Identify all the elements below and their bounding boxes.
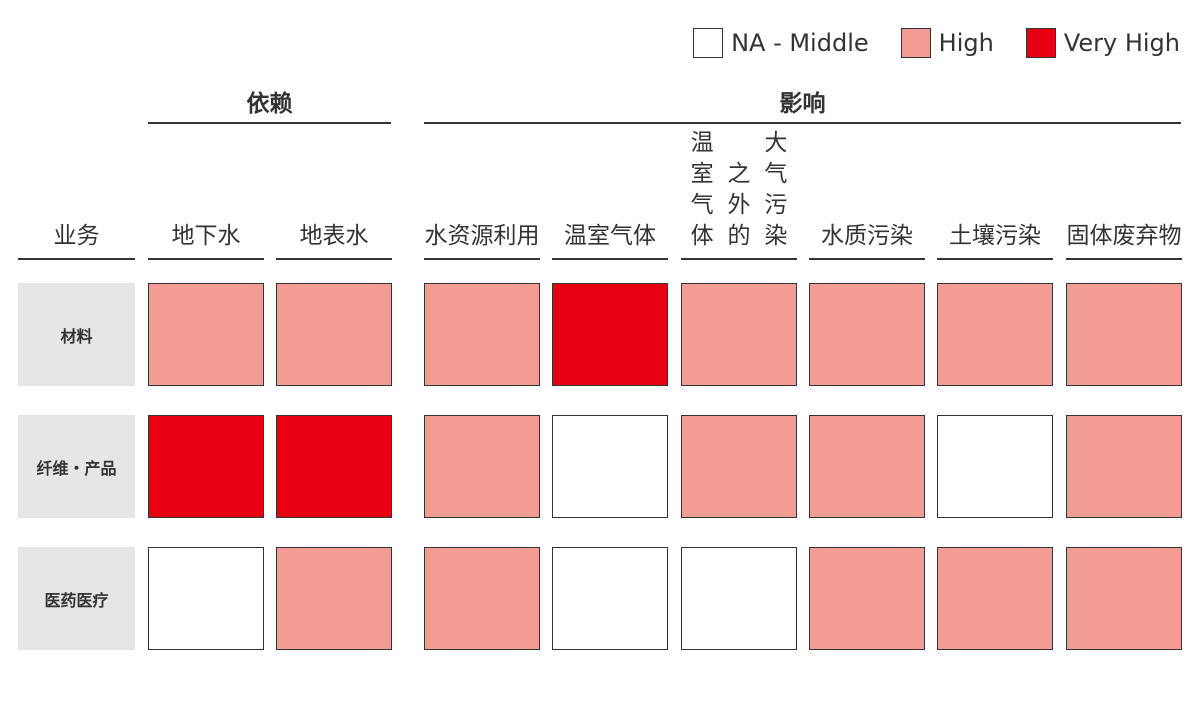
row-label-1: 材料 [18,283,135,386]
heatmap-cell-r2-c3 [424,415,540,518]
legend-item-very-high: Very High [1025,28,1180,58]
heatmap-cell-r3-c7 [937,547,1053,650]
column-header-1: 地下水 [171,223,241,249]
legend-swatch-very-high [1025,28,1056,58]
column-header-8: 固体 废弃物 [1066,223,1182,249]
heatmap-cell-r3-c1 [148,547,264,650]
heatmap-cell-r1-c1 [148,283,264,386]
heatmap-cell-r1-c3 [424,283,540,386]
heatmap-cell-r3-c4 [552,547,668,650]
column-header-3: 水资源 利用 [424,223,540,249]
heatmap-cell-r1-c5 [681,283,797,386]
column-rule-1 [148,258,264,260]
group-rule-impact [424,122,1181,124]
heatmap-cell-r2-c5 [681,415,797,518]
legend-item-high: High [900,28,994,58]
heatmap-cell-r1-c4 [552,283,668,386]
legend-swatch-na-middle [693,28,724,58]
column-header-2: 地表水 [299,223,369,249]
heatmap-cell-r2-c8 [1066,415,1182,518]
row-header-business: 业务 [53,223,100,249]
heatmap-cell-r2-c6 [809,415,925,518]
heatmap-cell-r3-c2 [276,547,392,650]
group-rule-dependency [148,122,391,124]
heatmap-cell-r2-c2 [276,415,392,518]
heatmap-cell-r3-c5 [681,547,797,650]
heatmap-cell-r3-c3 [424,547,540,650]
group-title-impact: 影响 [779,91,826,117]
group-title-dependency: 依赖 [246,91,293,117]
row-label-3: 医药医疗 [18,547,135,650]
column-rule-2 [276,258,392,260]
heatmap-cell-r1-c7 [937,283,1053,386]
legend-swatch-high [900,28,931,58]
column-header-4: 温室气体 [564,223,656,249]
heatmap-cell-r2-c4 [552,415,668,518]
column-rule-7 [937,258,1053,260]
heatmap-cell-r2-c7 [937,415,1053,518]
column-header-5: 温室气体 之外的 大气污染 [690,130,788,249]
heatmap-cell-r3-c8 [1066,547,1182,650]
legend-label-high: High [938,29,994,57]
column-rule-8 [1066,258,1182,260]
column-rule-4 [552,258,668,260]
column-rule-3 [424,258,540,260]
legend-label-na-middle: NA - Middle [731,29,869,57]
heatmap-cell-r1-c6 [809,283,925,386]
heatmap-cell-r3-c6 [809,547,925,650]
column-rule-6 [809,258,925,260]
heatmap-cell-r1-c8 [1066,283,1182,386]
heatmap-cell-r2-c1 [148,415,264,518]
legend: NA - Middle High Very High [661,27,1180,59]
column-header-6: 水质污染 [821,223,913,249]
row-label-2: 纤维・产品 [18,415,135,518]
row-header-rule [18,258,135,260]
column-header-7: 土壤污染 [949,223,1041,249]
legend-label-very-high: Very High [1063,29,1180,57]
legend-item-na-middle: NA - Middle [693,28,869,58]
column-rule-5 [681,258,797,260]
heatmap-cell-r1-c2 [276,283,392,386]
